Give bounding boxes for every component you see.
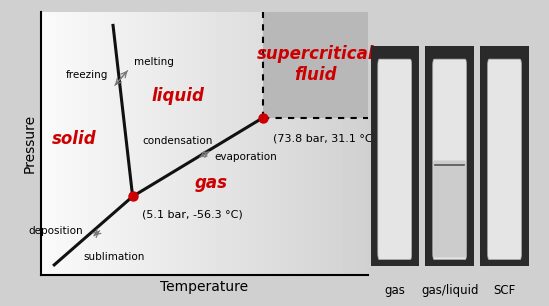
Bar [264, 12, 368, 118]
FancyBboxPatch shape [424, 39, 475, 277]
Text: deposition: deposition [28, 226, 83, 236]
Text: (5.1 bar, -56.3 °C): (5.1 bar, -56.3 °C) [142, 210, 243, 220]
Text: SCF: SCF [494, 284, 516, 297]
Text: sublimation: sublimation [83, 252, 145, 262]
X-axis label: Temperature: Temperature [160, 280, 249, 293]
Text: liquid: liquid [152, 88, 205, 106]
Text: supercritical
fluid: supercritical fluid [257, 46, 374, 84]
FancyBboxPatch shape [378, 59, 412, 259]
FancyBboxPatch shape [479, 39, 530, 277]
Y-axis label: Pressure: Pressure [23, 114, 37, 174]
FancyBboxPatch shape [488, 59, 522, 259]
Text: condensation: condensation [142, 136, 213, 146]
FancyBboxPatch shape [433, 59, 467, 259]
Text: evaporation: evaporation [214, 152, 277, 162]
Text: melting: melting [135, 57, 174, 67]
Text: solid: solid [52, 129, 96, 147]
FancyBboxPatch shape [433, 160, 466, 257]
Text: gas: gas [194, 174, 227, 192]
Text: freezing: freezing [66, 70, 108, 80]
FancyBboxPatch shape [369, 39, 420, 277]
Text: (73.8 bar, 31.1 °C): (73.8 bar, 31.1 °C) [273, 133, 377, 143]
Text: gas: gas [384, 284, 405, 297]
Text: gas/liquid: gas/liquid [421, 284, 478, 297]
